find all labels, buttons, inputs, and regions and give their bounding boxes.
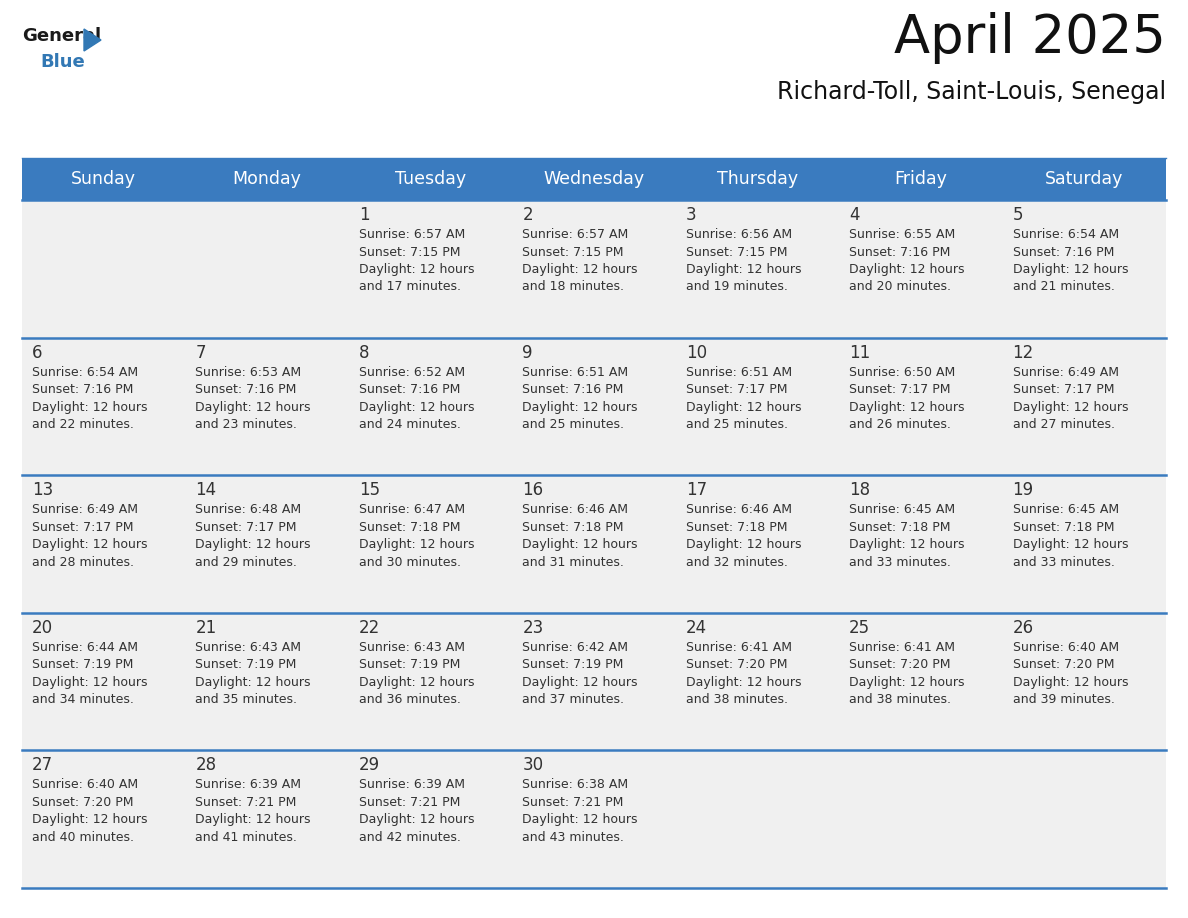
- Text: 8: 8: [359, 343, 369, 362]
- Text: Tuesday: Tuesday: [394, 170, 466, 188]
- Text: Sunrise: 6:53 AM
Sunset: 7:16 PM
Daylight: 12 hours
and 23 minutes.: Sunrise: 6:53 AM Sunset: 7:16 PM Dayligh…: [196, 365, 311, 431]
- Text: 10: 10: [685, 343, 707, 362]
- Text: Thursday: Thursday: [716, 170, 798, 188]
- Text: Sunrise: 6:51 AM
Sunset: 7:16 PM
Daylight: 12 hours
and 25 minutes.: Sunrise: 6:51 AM Sunset: 7:16 PM Dayligh…: [523, 365, 638, 431]
- Text: Sunrise: 6:40 AM
Sunset: 7:20 PM
Daylight: 12 hours
and 40 minutes.: Sunrise: 6:40 AM Sunset: 7:20 PM Dayligh…: [32, 778, 147, 844]
- Text: Sunrise: 6:41 AM
Sunset: 7:20 PM
Daylight: 12 hours
and 38 minutes.: Sunrise: 6:41 AM Sunset: 7:20 PM Dayligh…: [849, 641, 965, 706]
- Text: 9: 9: [523, 343, 532, 362]
- Text: Sunrise: 6:42 AM
Sunset: 7:19 PM
Daylight: 12 hours
and 37 minutes.: Sunrise: 6:42 AM Sunset: 7:19 PM Dayligh…: [523, 641, 638, 706]
- Text: Sunrise: 6:54 AM
Sunset: 7:16 PM
Daylight: 12 hours
and 21 minutes.: Sunrise: 6:54 AM Sunset: 7:16 PM Dayligh…: [1012, 228, 1129, 294]
- Text: Saturday: Saturday: [1045, 170, 1124, 188]
- Text: Sunrise: 6:54 AM
Sunset: 7:16 PM
Daylight: 12 hours
and 22 minutes.: Sunrise: 6:54 AM Sunset: 7:16 PM Dayligh…: [32, 365, 147, 431]
- Bar: [23, 338, 1165, 476]
- Text: Sunrise: 6:50 AM
Sunset: 7:17 PM
Daylight: 12 hours
and 26 minutes.: Sunrise: 6:50 AM Sunset: 7:17 PM Dayligh…: [849, 365, 965, 431]
- Bar: [23, 613, 1165, 750]
- Text: 5: 5: [1012, 206, 1023, 224]
- Text: Sunrise: 6:39 AM
Sunset: 7:21 PM
Daylight: 12 hours
and 41 minutes.: Sunrise: 6:39 AM Sunset: 7:21 PM Dayligh…: [196, 778, 311, 844]
- Text: Sunrise: 6:45 AM
Sunset: 7:18 PM
Daylight: 12 hours
and 33 minutes.: Sunrise: 6:45 AM Sunset: 7:18 PM Dayligh…: [849, 503, 965, 568]
- Text: Sunrise: 6:51 AM
Sunset: 7:17 PM
Daylight: 12 hours
and 25 minutes.: Sunrise: 6:51 AM Sunset: 7:17 PM Dayligh…: [685, 365, 801, 431]
- Text: 7: 7: [196, 343, 206, 362]
- Text: 17: 17: [685, 481, 707, 499]
- Text: 25: 25: [849, 619, 871, 637]
- Text: 14: 14: [196, 481, 216, 499]
- Text: 22: 22: [359, 619, 380, 637]
- Text: 18: 18: [849, 481, 871, 499]
- Text: 23: 23: [523, 619, 544, 637]
- Text: 26: 26: [1012, 619, 1034, 637]
- Text: Sunrise: 6:48 AM
Sunset: 7:17 PM
Daylight: 12 hours
and 29 minutes.: Sunrise: 6:48 AM Sunset: 7:17 PM Dayligh…: [196, 503, 311, 568]
- Text: Sunrise: 6:47 AM
Sunset: 7:18 PM
Daylight: 12 hours
and 30 minutes.: Sunrise: 6:47 AM Sunset: 7:18 PM Dayligh…: [359, 503, 474, 568]
- Text: 30: 30: [523, 756, 543, 775]
- Text: Sunrise: 6:43 AM
Sunset: 7:19 PM
Daylight: 12 hours
and 35 minutes.: Sunrise: 6:43 AM Sunset: 7:19 PM Dayligh…: [196, 641, 311, 706]
- Text: April 2025: April 2025: [895, 12, 1165, 64]
- Text: Sunrise: 6:55 AM
Sunset: 7:16 PM
Daylight: 12 hours
and 20 minutes.: Sunrise: 6:55 AM Sunset: 7:16 PM Dayligh…: [849, 228, 965, 294]
- Text: Sunrise: 6:57 AM
Sunset: 7:15 PM
Daylight: 12 hours
and 18 minutes.: Sunrise: 6:57 AM Sunset: 7:15 PM Dayligh…: [523, 228, 638, 294]
- Text: Sunrise: 6:56 AM
Sunset: 7:15 PM
Daylight: 12 hours
and 19 minutes.: Sunrise: 6:56 AM Sunset: 7:15 PM Dayligh…: [685, 228, 801, 294]
- Text: Wednesday: Wednesday: [543, 170, 645, 188]
- Bar: [23, 158, 1165, 200]
- Text: Sunrise: 6:49 AM
Sunset: 7:17 PM
Daylight: 12 hours
and 27 minutes.: Sunrise: 6:49 AM Sunset: 7:17 PM Dayligh…: [1012, 365, 1129, 431]
- Text: 21: 21: [196, 619, 216, 637]
- Text: 1: 1: [359, 206, 369, 224]
- Text: Sunrise: 6:40 AM
Sunset: 7:20 PM
Daylight: 12 hours
and 39 minutes.: Sunrise: 6:40 AM Sunset: 7:20 PM Dayligh…: [1012, 641, 1129, 706]
- Text: Blue: Blue: [40, 53, 84, 71]
- Text: Sunrise: 6:39 AM
Sunset: 7:21 PM
Daylight: 12 hours
and 42 minutes.: Sunrise: 6:39 AM Sunset: 7:21 PM Dayligh…: [359, 778, 474, 844]
- Text: 27: 27: [32, 756, 53, 775]
- Text: Sunrise: 6:43 AM
Sunset: 7:19 PM
Daylight: 12 hours
and 36 minutes.: Sunrise: 6:43 AM Sunset: 7:19 PM Dayligh…: [359, 641, 474, 706]
- Text: 29: 29: [359, 756, 380, 775]
- Text: Monday: Monday: [233, 170, 302, 188]
- Text: General: General: [23, 27, 101, 45]
- Text: 11: 11: [849, 343, 871, 362]
- Text: Sunrise: 6:52 AM
Sunset: 7:16 PM
Daylight: 12 hours
and 24 minutes.: Sunrise: 6:52 AM Sunset: 7:16 PM Dayligh…: [359, 365, 474, 431]
- Text: Sunrise: 6:49 AM
Sunset: 7:17 PM
Daylight: 12 hours
and 28 minutes.: Sunrise: 6:49 AM Sunset: 7:17 PM Dayligh…: [32, 503, 147, 568]
- Text: 24: 24: [685, 619, 707, 637]
- Text: 6: 6: [32, 343, 43, 362]
- Text: Friday: Friday: [895, 170, 947, 188]
- Text: 28: 28: [196, 756, 216, 775]
- Text: Sunrise: 6:38 AM
Sunset: 7:21 PM
Daylight: 12 hours
and 43 minutes.: Sunrise: 6:38 AM Sunset: 7:21 PM Dayligh…: [523, 778, 638, 844]
- Text: 12: 12: [1012, 343, 1034, 362]
- Polygon shape: [84, 29, 101, 51]
- Bar: [23, 200, 1165, 338]
- Text: Sunrise: 6:44 AM
Sunset: 7:19 PM
Daylight: 12 hours
and 34 minutes.: Sunrise: 6:44 AM Sunset: 7:19 PM Dayligh…: [32, 641, 147, 706]
- Bar: [23, 476, 1165, 613]
- Bar: [23, 750, 1165, 888]
- Text: Richard-Toll, Saint-Louis, Senegal: Richard-Toll, Saint-Louis, Senegal: [777, 80, 1165, 104]
- Text: Sunrise: 6:46 AM
Sunset: 7:18 PM
Daylight: 12 hours
and 32 minutes.: Sunrise: 6:46 AM Sunset: 7:18 PM Dayligh…: [685, 503, 801, 568]
- Text: Sunrise: 6:41 AM
Sunset: 7:20 PM
Daylight: 12 hours
and 38 minutes.: Sunrise: 6:41 AM Sunset: 7:20 PM Dayligh…: [685, 641, 801, 706]
- Text: Sunrise: 6:46 AM
Sunset: 7:18 PM
Daylight: 12 hours
and 31 minutes.: Sunrise: 6:46 AM Sunset: 7:18 PM Dayligh…: [523, 503, 638, 568]
- Text: 3: 3: [685, 206, 696, 224]
- Text: Sunrise: 6:57 AM
Sunset: 7:15 PM
Daylight: 12 hours
and 17 minutes.: Sunrise: 6:57 AM Sunset: 7:15 PM Dayligh…: [359, 228, 474, 294]
- Text: 19: 19: [1012, 481, 1034, 499]
- Text: Sunday: Sunday: [71, 170, 137, 188]
- Text: 2: 2: [523, 206, 533, 224]
- Text: Sunrise: 6:45 AM
Sunset: 7:18 PM
Daylight: 12 hours
and 33 minutes.: Sunrise: 6:45 AM Sunset: 7:18 PM Dayligh…: [1012, 503, 1129, 568]
- Text: 16: 16: [523, 481, 543, 499]
- Text: 15: 15: [359, 481, 380, 499]
- Text: 20: 20: [32, 619, 53, 637]
- Text: 13: 13: [32, 481, 53, 499]
- Text: 4: 4: [849, 206, 860, 224]
